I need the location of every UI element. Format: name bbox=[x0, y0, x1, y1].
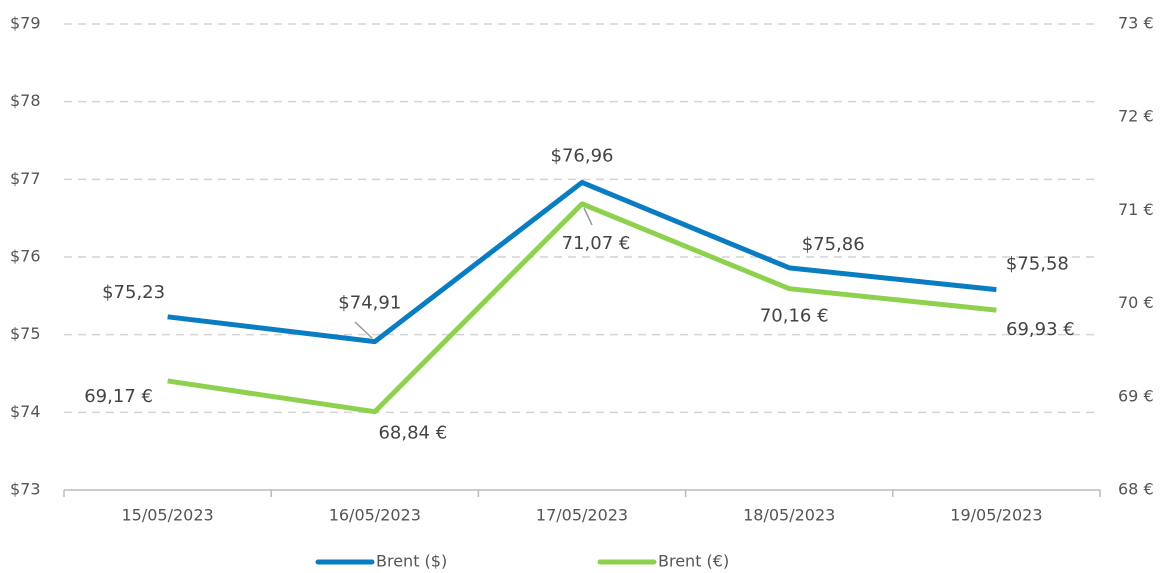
data-label: $75,86 bbox=[802, 234, 865, 255]
data-label: 71,07 € bbox=[562, 233, 631, 254]
data-label: 69,17 € bbox=[84, 386, 153, 407]
line bbox=[167, 201, 997, 415]
x-tick-label: 18/05/2023 bbox=[743, 506, 835, 525]
line bbox=[167, 179, 997, 345]
x-tick-label: 16/05/2023 bbox=[329, 506, 421, 525]
x-tick-label: 19/05/2023 bbox=[950, 506, 1042, 525]
y-tick-label: $76 bbox=[10, 247, 41, 266]
legend-label: Brent (€) bbox=[658, 552, 729, 571]
y-tick-label: $75 bbox=[10, 324, 41, 343]
y2-tick-label: 73 € bbox=[1118, 14, 1154, 33]
y2-tick-label: 68 € bbox=[1118, 480, 1154, 499]
legend-label: Brent ($) bbox=[376, 552, 447, 571]
data-label: 68,84 € bbox=[378, 423, 447, 444]
leader-line bbox=[354, 321, 373, 339]
data-label: $75,58 bbox=[1006, 254, 1069, 275]
y-tick-label: $77 bbox=[10, 169, 41, 188]
data-label: $74,91 bbox=[338, 293, 401, 314]
x-tick-label: 17/05/2023 bbox=[536, 506, 628, 525]
x-tick-label: 15/05/2023 bbox=[121, 506, 213, 525]
y2-tick-label: 69 € bbox=[1118, 386, 1154, 405]
y-tick-label: $79 bbox=[10, 14, 41, 33]
data-label: $75,23 bbox=[102, 282, 165, 303]
data-label: 70,16 € bbox=[760, 306, 829, 327]
y-tick-label: $78 bbox=[10, 91, 41, 110]
data-label: $76,96 bbox=[551, 145, 614, 166]
data-label: 69,93 € bbox=[1006, 319, 1075, 340]
y-tick-label: $74 bbox=[10, 402, 41, 421]
y-tick-label: $73 bbox=[10, 480, 41, 499]
y2-tick-label: 72 € bbox=[1118, 107, 1154, 126]
y2-tick-label: 71 € bbox=[1118, 200, 1154, 219]
y2-tick-label: 70 € bbox=[1118, 293, 1154, 312]
leader-line bbox=[583, 207, 593, 226]
